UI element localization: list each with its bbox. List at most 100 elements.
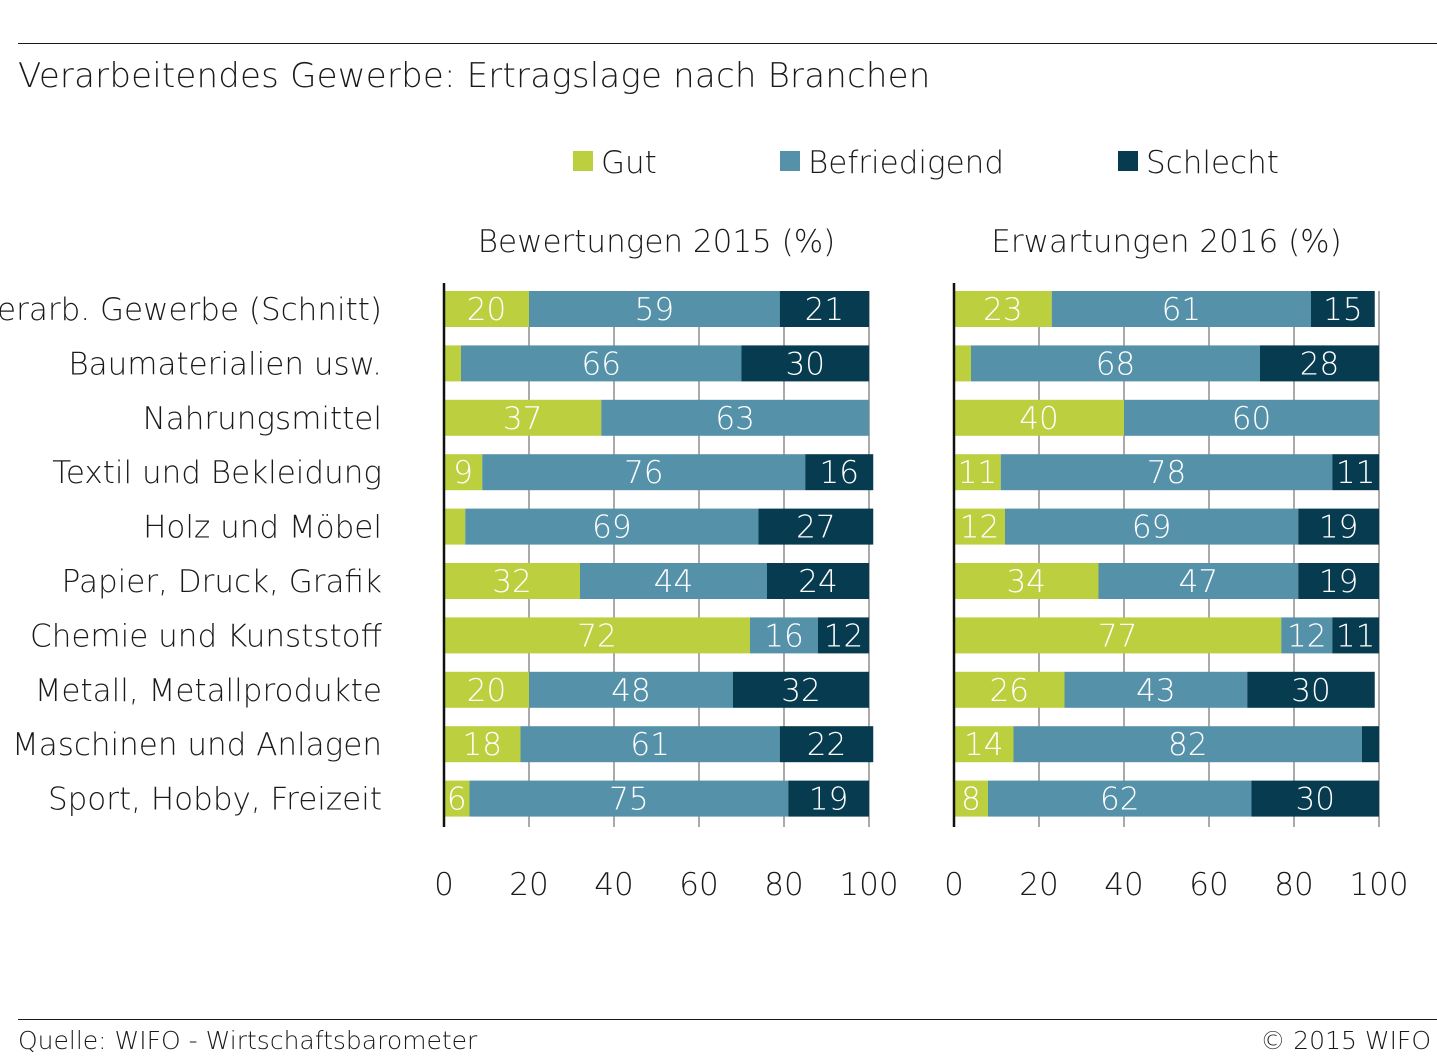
bar-segment-schlecht [758, 508, 874, 545]
bar-segment-gut [444, 617, 750, 654]
bar-segment-befriedigend [469, 780, 789, 817]
top-rule [18, 43, 1437, 44]
x-tick-label: 40 [594, 867, 633, 903]
bar-segment-gut [954, 563, 1099, 599]
data-label: 72 [577, 618, 616, 654]
category-label: Chemie und Kunststoff [30, 618, 383, 654]
data-label: 82 [1168, 727, 1207, 763]
category-label: Baumaterialien usw. [68, 346, 382, 382]
data-label: 12 [960, 510, 999, 546]
data-label: 30 [786, 346, 825, 382]
category-label: Maschinen und Anlagen [12, 727, 382, 763]
bar-segment-schlecht [1298, 563, 1379, 599]
bar-segment-schlecht [1332, 454, 1379, 491]
bar-segment-befriedigend [580, 563, 767, 599]
bar-segment-gut [954, 454, 1001, 491]
x-tick-label: 100 [839, 867, 898, 903]
legend-label-befriedigend: Befriedigend [808, 145, 1004, 181]
x-tick-label: 40 [1104, 867, 1143, 903]
bottom-rule [18, 1019, 1437, 1020]
data-label: 20 [467, 673, 506, 709]
bar-segment-schlecht [1362, 726, 1379, 763]
bar-segment-befriedigend [1013, 726, 1362, 763]
x-tick-label: 60 [679, 867, 718, 903]
x-tick-label: 80 [764, 867, 803, 903]
panel-title-2: Erwartungen 2016 (%) [991, 224, 1341, 260]
data-label: 22 [807, 727, 846, 763]
data-label: 14 [964, 727, 1003, 763]
bar-segment-gut [444, 291, 529, 327]
bar-segment-schlecht [1332, 617, 1379, 654]
data-label: 61 [1162, 292, 1201, 328]
bar-segment-gut [954, 508, 1005, 545]
bar-segment-befriedigend [750, 617, 818, 654]
data-label: 12 [1287, 618, 1326, 654]
x-tick-label: 80 [1274, 867, 1313, 903]
data-label: 76 [624, 455, 663, 491]
bar-segment-gut [444, 726, 521, 763]
data-label: 6 [447, 782, 467, 818]
bar-segment-schlecht [1311, 291, 1375, 327]
bar-segment-befriedigend [988, 780, 1252, 817]
data-label: 16 [820, 455, 859, 491]
x-tick-label: 100 [1349, 867, 1408, 903]
data-label: 43 [1136, 673, 1175, 709]
data-label: 59 [635, 292, 674, 328]
category-label: Sport, Hobby, Freizeit [48, 782, 382, 818]
category-label: Verarb. Gewerbe (Schnitt) [0, 292, 382, 328]
bar-segment-gut [954, 780, 988, 817]
bar-segment-gut [444, 780, 470, 817]
bar-segment-schlecht [741, 345, 869, 382]
data-label: 8 [961, 782, 981, 818]
bar-segment-gut [444, 508, 466, 545]
bar-segment-befriedigend [529, 671, 733, 708]
bar-segment-schlecht [788, 780, 869, 817]
bar-segment-befriedigend [601, 399, 869, 436]
bar-segment-schlecht [733, 671, 869, 708]
bar-segment-befriedigend [1051, 291, 1311, 327]
data-label: 61 [630, 727, 669, 763]
bar-segment-schlecht [1298, 508, 1379, 545]
bar-segment-befriedigend [1064, 671, 1248, 708]
data-label: 78 [1147, 455, 1186, 491]
data-label: 30 [1296, 782, 1335, 818]
bar-segment-befriedigend [482, 454, 806, 491]
chart: Gut Befriedigend Schlecht Bewertungen 2015 … [0, 145, 1409, 903]
bar-segment-gut [444, 454, 483, 491]
data-label: 15 [1323, 292, 1362, 328]
data-label: 66 [582, 346, 621, 382]
data-label: 9 [453, 455, 473, 491]
data-label: 69 [592, 510, 631, 546]
legend-swatch-schlecht [1118, 151, 1138, 171]
bar-segment-gut [954, 399, 1124, 436]
category-label: Nahrungsmittel [143, 401, 382, 437]
data-label: 26 [990, 673, 1029, 709]
category-label: Textil und Bekleidung [52, 455, 382, 491]
bar-segment-befriedigend [520, 726, 780, 763]
bar-segment-gut [954, 617, 1282, 654]
legend-label-schlecht: Schlecht [1146, 145, 1279, 181]
data-label: 62 [1100, 782, 1139, 818]
data-label: 19 [1319, 510, 1358, 546]
chart-title: Verarbeitendes Gewerbe: Ertragslage nach… [18, 56, 931, 96]
data-label: 47 [1179, 564, 1218, 600]
bar-segment-schlecht [1260, 345, 1379, 382]
data-label: 44 [654, 564, 693, 600]
bar-segment-schlecht [779, 726, 874, 763]
data-label: 11 [958, 455, 997, 491]
bar-segment-gut [444, 399, 602, 436]
bar-segment-befriedigend [1098, 563, 1299, 599]
data-label: 60 [1232, 401, 1271, 437]
bar-segment-schlecht [818, 617, 869, 654]
x-tick-label: 0 [944, 867, 964, 903]
bar-segment-befriedigend [971, 345, 1260, 382]
legend-swatch-befriedigend [780, 151, 800, 171]
bar-segment-gut [444, 345, 461, 382]
category-label: Papier, Druck, Grafik [62, 564, 382, 600]
bar-segment-befriedigend [1000, 454, 1333, 491]
x-tick-label: 20 [1019, 867, 1058, 903]
data-label: 16 [764, 618, 803, 654]
bar-segment-gut [954, 291, 1052, 327]
data-label: 34 [1007, 564, 1046, 600]
x-tick-label: 20 [509, 867, 548, 903]
